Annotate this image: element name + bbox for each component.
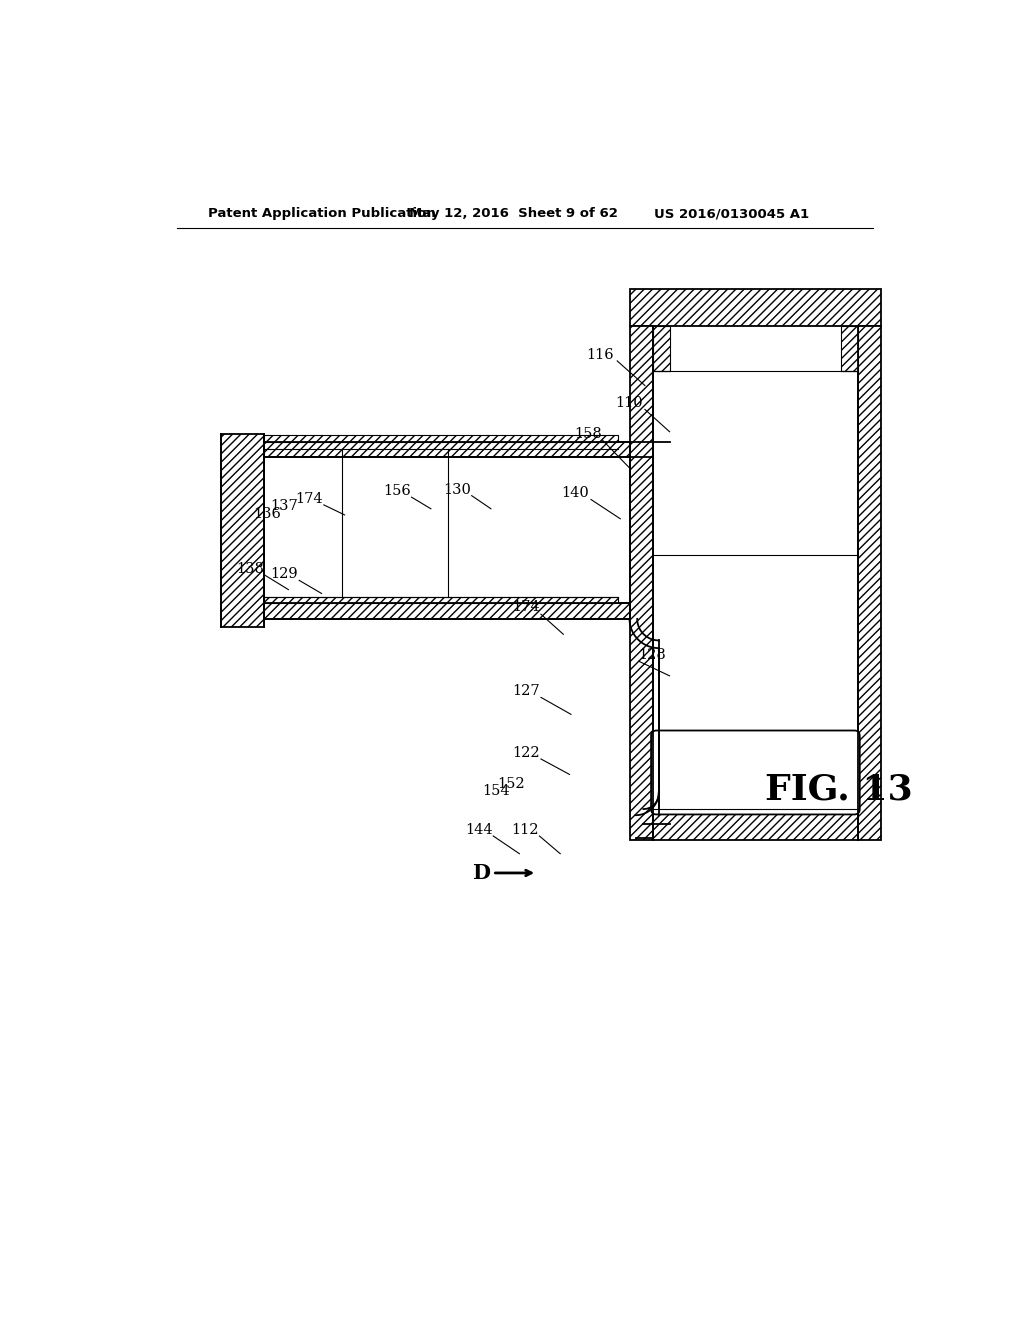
Text: 144: 144 bbox=[465, 822, 493, 837]
Text: May 12, 2016  Sheet 9 of 62: May 12, 2016 Sheet 9 of 62 bbox=[410, 207, 618, 220]
Text: 116: 116 bbox=[587, 347, 614, 362]
Bar bbox=[842, 326, 858, 371]
Bar bbox=[264, 434, 617, 442]
Text: 129: 129 bbox=[270, 568, 298, 581]
Text: 138: 138 bbox=[236, 562, 264, 576]
Text: Patent Application Publication: Patent Application Publication bbox=[208, 207, 435, 220]
Text: 154: 154 bbox=[482, 784, 510, 799]
Text: US 2016/0130045 A1: US 2016/0130045 A1 bbox=[654, 207, 809, 220]
Text: 152: 152 bbox=[497, 776, 524, 791]
Bar bbox=[652, 809, 858, 840]
Text: 127: 127 bbox=[513, 684, 540, 698]
Bar bbox=[630, 326, 652, 840]
Bar bbox=[264, 597, 617, 603]
Text: 112: 112 bbox=[511, 822, 539, 837]
Text: 174: 174 bbox=[513, 599, 540, 614]
FancyBboxPatch shape bbox=[651, 730, 860, 814]
Text: 156: 156 bbox=[383, 484, 411, 498]
Bar bbox=[221, 434, 264, 627]
Bar bbox=[264, 442, 630, 457]
Text: 174: 174 bbox=[295, 492, 323, 506]
Text: 140: 140 bbox=[562, 486, 590, 500]
Text: 158: 158 bbox=[574, 428, 602, 441]
Bar bbox=[652, 326, 670, 371]
Bar bbox=[630, 289, 882, 326]
Text: 122: 122 bbox=[513, 746, 540, 760]
Text: D: D bbox=[472, 863, 489, 883]
Text: 130: 130 bbox=[443, 483, 471, 496]
Text: 136: 136 bbox=[253, 507, 281, 521]
Text: 128: 128 bbox=[639, 648, 667, 663]
Text: 137: 137 bbox=[270, 499, 298, 513]
Text: 110: 110 bbox=[615, 396, 643, 411]
Bar bbox=[264, 603, 630, 619]
Text: FIG. 13: FIG. 13 bbox=[765, 772, 912, 807]
Bar bbox=[858, 326, 882, 840]
